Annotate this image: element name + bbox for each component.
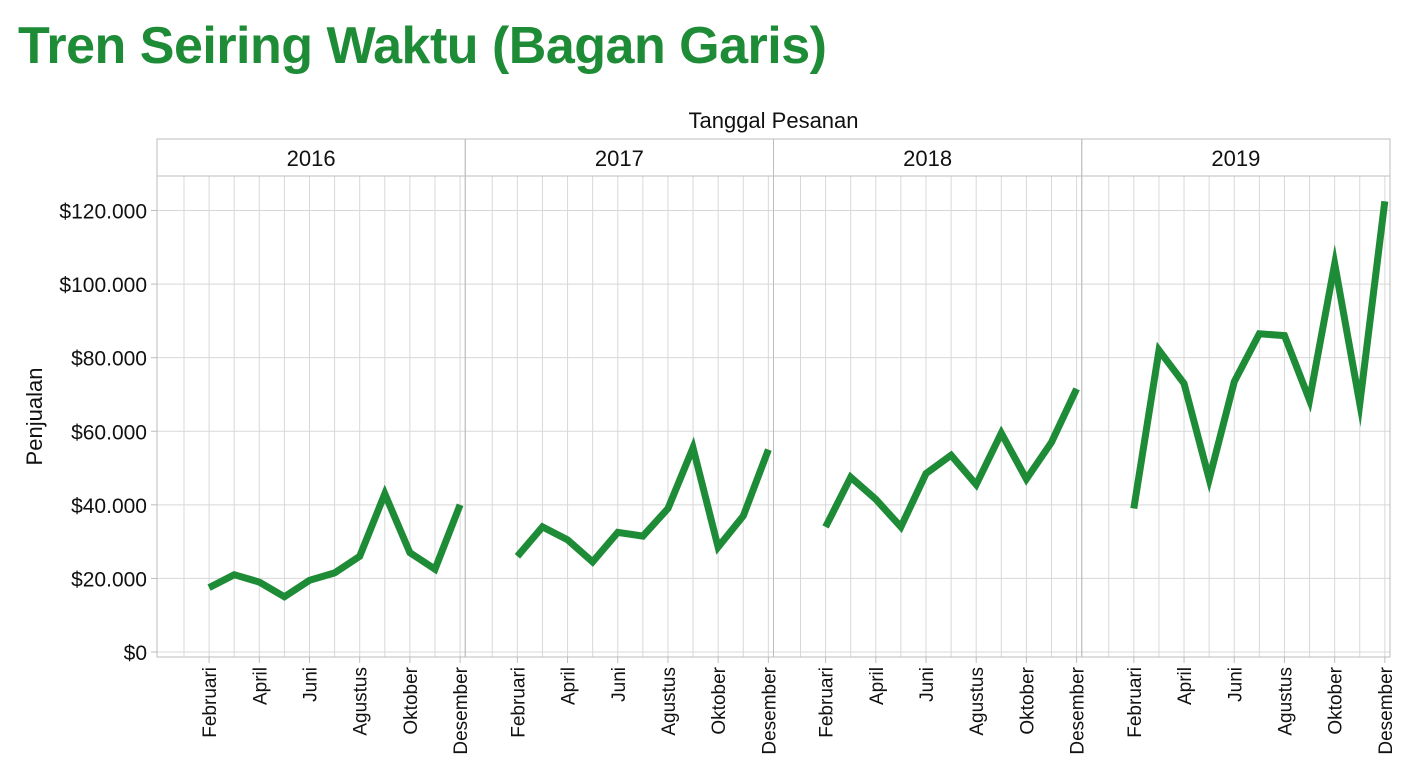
y-tick-label: $0 <box>124 642 147 665</box>
facet-year-label: 2018 <box>903 146 952 171</box>
panel-frame-2017 <box>464 175 774 658</box>
x-tick-label: Agustus <box>659 667 680 736</box>
x-tick-label: Agustus <box>351 667 372 736</box>
x-tick-label: Februari <box>508 667 529 738</box>
x-tick-label: April <box>867 667 888 705</box>
x-tick-label: Desember <box>1068 666 1089 754</box>
panel-frame-2019 <box>1081 175 1391 658</box>
x-tick-label: Agustus <box>967 667 988 736</box>
y-tick-label: $40.000 <box>71 495 147 518</box>
x-tick-label: Juni <box>917 667 938 702</box>
x-tick-label: Oktober <box>1017 666 1038 734</box>
series-line-2017 <box>514 436 772 567</box>
y-tick-label: $20.000 <box>71 568 147 591</box>
x-tick-label: Februari <box>1125 667 1146 738</box>
series-line-2016 <box>207 484 464 601</box>
x-tick-label: Oktober <box>709 666 730 734</box>
facet-year-label: 2017 <box>595 146 644 171</box>
x-tick-label: Juni <box>301 667 322 702</box>
x-tick-label: Desember <box>759 666 780 754</box>
x-tick-label: Juni <box>1225 667 1246 702</box>
y-tick-label: $80.000 <box>71 348 147 371</box>
x-tick-label: April <box>1175 667 1196 705</box>
x-tick-label: Juni <box>609 667 630 702</box>
x-tick-label: Oktober <box>401 666 422 734</box>
y-tick-label: $100.000 <box>59 274 147 297</box>
panel-frame-2016 <box>156 175 466 658</box>
x-tick-label: Februari <box>817 667 838 738</box>
x-tick-label: Agustus <box>1275 667 1296 736</box>
y-tick-label: $60.000 <box>71 421 147 444</box>
panel-frame-2018 <box>773 175 1083 658</box>
facet-year-label: 2019 <box>1211 146 1260 171</box>
y-axis-label: Penjualan <box>22 368 47 466</box>
x-tick-label: Februari <box>200 667 221 738</box>
x-tick-label: April <box>250 667 271 705</box>
page-title: Tren Seiring Waktu (Bagan Garis) <box>18 17 827 75</box>
x-tick-label: Desember <box>451 666 472 754</box>
x-tick-label: Oktober <box>1326 666 1347 734</box>
series-line-2019 <box>1130 200 1389 510</box>
facet-axis-label: Tanggal Pesanan <box>688 108 858 133</box>
y-tick-label: $120.000 <box>59 201 147 224</box>
x-tick-label: April <box>559 667 580 705</box>
x-tick-label: Desember <box>1376 666 1397 754</box>
facet-year-label: 2016 <box>287 146 336 171</box>
series-line-2018 <box>822 387 1080 534</box>
